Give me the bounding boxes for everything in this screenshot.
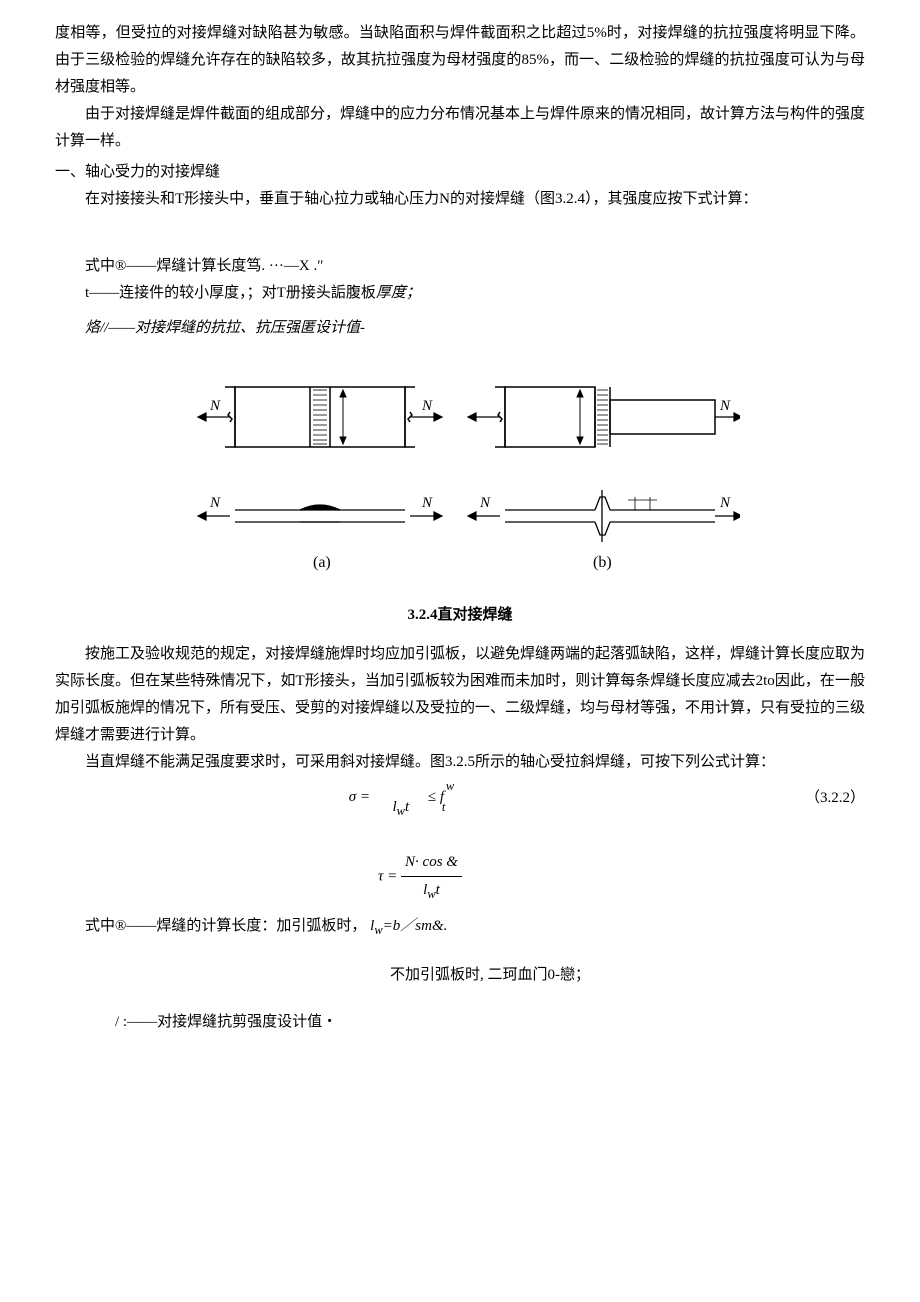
svg-text:(b): (b) [593, 554, 612, 571]
f1-sup: w [446, 775, 454, 798]
def4-w: w [374, 923, 382, 937]
svg-text:(a): (a) [313, 554, 331, 571]
f1-w: w [397, 804, 405, 818]
tau-num: N· cos & [401, 849, 462, 877]
definition-4: 式中®——焊缝的计算长度：加引弧板时， lw=b／sm&. [55, 913, 865, 942]
f1-sub: t [442, 800, 445, 814]
td-w: w [427, 887, 435, 901]
svg-text:N: N [209, 495, 221, 511]
paragraph-5: 当直焊缝不能满足强度要求时，可采用斜对接焊缝。图3.2.5所示的轴心受拉斜焊缝，… [55, 749, 865, 776]
svg-text:N: N [479, 495, 491, 511]
formula-tag: （3.2.2） [745, 785, 865, 812]
svg-text:N: N [209, 398, 221, 414]
tau-num-text: N· cos & [405, 854, 458, 870]
svg-text:N: N [421, 398, 433, 414]
paragraph-4: 按施工及验收规范的规定，对接焊缝施焊时均应加引弧板，以避免焊缝两端的起落弧缺陷，… [55, 641, 865, 749]
weld-diagram-svg: N N N N (a) [180, 362, 740, 592]
f1-t: t [405, 799, 409, 815]
definition-2: t——连接件的较小厚度，；对T册接头詬腹板厚度； [55, 280, 865, 307]
formula-tau: τ = N· cos & lwt [55, 849, 865, 906]
def4-text: 式中®——焊缝的计算长度：加引弧板时， [85, 918, 366, 934]
def2-tail: 厚度； [376, 285, 421, 301]
paragraph-1: 度相等，但受拉的对接焊缝对缺陷甚为敏感。当缺陷面积与焊件截面积之比超过5%时，对… [55, 20, 865, 101]
tau-eq: τ = [378, 868, 397, 884]
svg-text:N: N [719, 398, 731, 414]
figure-caption: 3.2.4直对接焊缝 [55, 602, 865, 629]
definition-5: 不加引弧板时, 二珂血门0-戀； [55, 962, 865, 989]
svg-text:N: N [421, 495, 433, 511]
def2-text: t——连接件的较小厚度，；对T册接头詬腹板 [85, 285, 376, 301]
td-t: t [436, 882, 440, 898]
def4-tail2: =b／sm&. [383, 918, 448, 934]
section-1-title: 一、轴心受力的对接焊缝 [55, 159, 865, 186]
figure-324: N N N N (a) [55, 362, 865, 592]
sigma-eq: σ = [349, 789, 370, 805]
definition-6: / :——对接焊缝抗剪强度设计值・ [55, 1009, 865, 1036]
definition-1: 式中®——焊缝计算长度笃. ···—X .″ [55, 253, 865, 280]
svg-text:N: N [719, 495, 731, 511]
paragraph-2: 由于对接焊缝是焊件截面的组成部分，焊缝中的应力分布情况基本上与焊件原来的情况相同… [55, 101, 865, 155]
formula-322: σ = lwt ≤ f wt （3.2.2） [55, 784, 865, 813]
definition-3: 烙//——对接焊缝的抗拉、抗压强匿设计值- [55, 315, 865, 342]
paragraph-3: 在对接接头和T形接头中，垂直于轴心拉力或轴心压力N的对接焊缝（图3.2.4），其… [55, 186, 865, 213]
tau-den: lwt [401, 877, 462, 906]
